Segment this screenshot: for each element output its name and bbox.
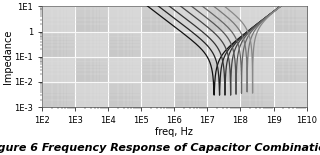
Bar [174, 6, 207, 107]
Bar [108, 6, 141, 107]
Bar [241, 6, 274, 107]
Bar [274, 6, 307, 107]
Y-axis label: Impedance: Impedance [3, 30, 13, 84]
Bar [141, 6, 174, 107]
Bar [42, 6, 75, 107]
Text: Figure 6 Frequency Response of Capacitor Combination: Figure 6 Frequency Response of Capacitor… [0, 143, 320, 153]
Bar [75, 6, 108, 107]
Bar [207, 6, 241, 107]
X-axis label: freq, Hz: freq, Hz [156, 127, 193, 137]
